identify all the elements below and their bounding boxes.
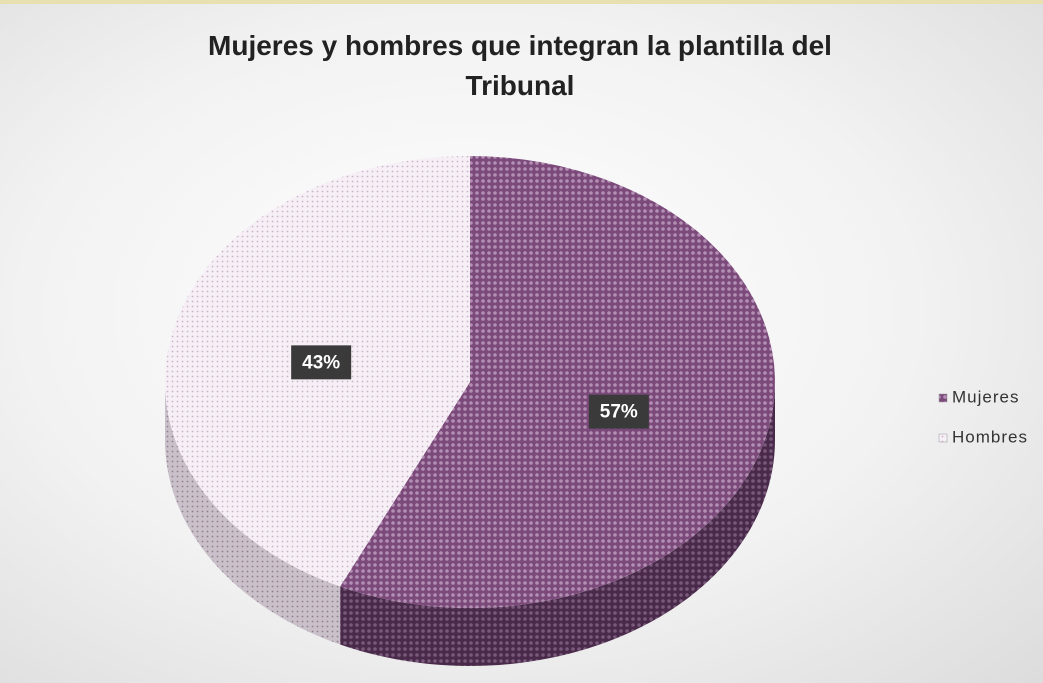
data-label-box: [291, 345, 352, 380]
data-label: 57%: [588, 394, 649, 429]
slice-side: [340, 382, 775, 666]
data-label: 43%: [291, 345, 352, 380]
legend-marker: [938, 393, 948, 403]
chart-title: Mujeres y hombres que integran la planti…: [208, 30, 832, 101]
plot: 57% 43% Mujeres Hombres: [165, 156, 1028, 666]
legend-label: Hombres: [952, 427, 1028, 446]
slice-side: [165, 382, 341, 645]
data-label-text: 57%: [600, 402, 638, 423]
legend-marker: [938, 433, 948, 443]
slice: [340, 156, 775, 608]
data-label-text: 43%: [302, 352, 340, 373]
data-label-box: [588, 394, 649, 429]
legend-label: Mujeres: [952, 387, 1019, 406]
